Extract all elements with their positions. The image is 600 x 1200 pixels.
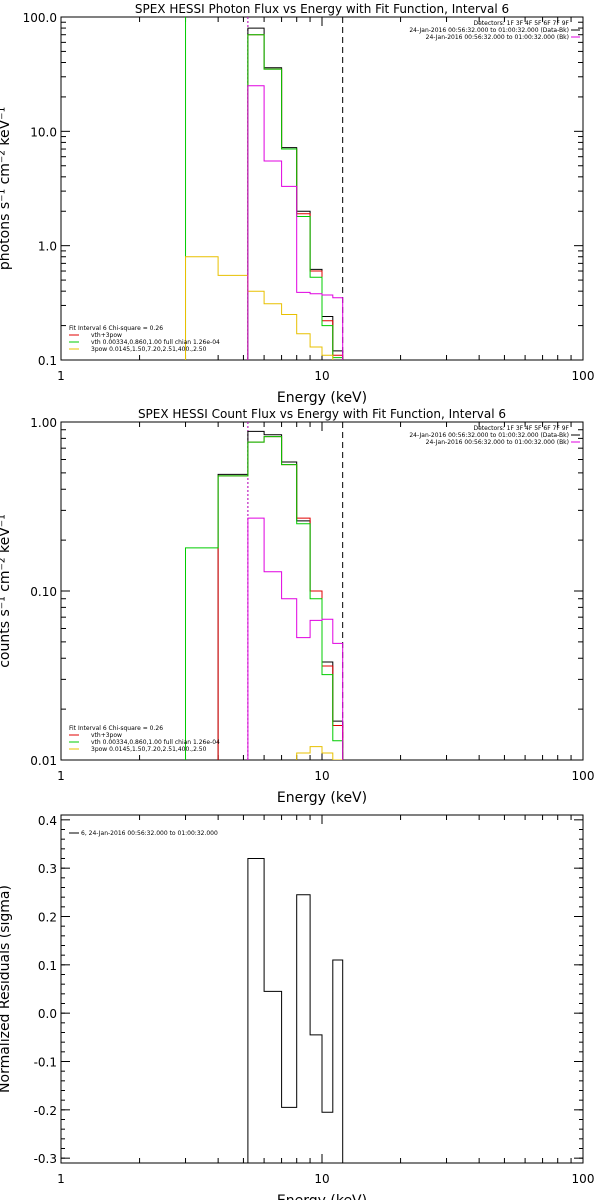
legend-bottom-left-text: vth 0.00334,0.860,1.00 full chian 1.26e-… [91,739,220,746]
legend-top-right-text: 24-Jan-2016 00:56:32.000 to 01:00:32.000… [426,439,569,446]
y-tick-label: -0.3 [34,1152,57,1166]
legend-bottom-left-text: Fit Interval 6 Chi-square = 0.26 [69,325,163,332]
series-line-1 [217,436,344,760]
series-line-0 [217,430,344,760]
x-tick-label: 1 [57,1172,65,1186]
y-tick-label: 0.1 [38,354,57,368]
x-axis-label: Energy (keV) [277,1193,367,1200]
x-tick-label: 100 [572,369,595,383]
x-tick-label: 100 [572,769,595,783]
legend-top-right-text: Detectors: 1F 3F 4F 5F 6F 7F 9F [473,20,569,27]
x-tick-label: 10 [314,369,329,383]
legend-bottom-left-text: 3pow 0.0145,1.50,7.20,2.51,400.,2.50 [91,346,207,353]
y-tick-label: -0.2 [34,1104,57,1118]
x-tick-label: 100 [572,1172,595,1186]
y-tick-label: 0.1 [38,959,57,973]
x-axis-label: Energy (keV) [277,790,367,806]
y-tick-label: 0.0 [38,1007,57,1021]
legend-top-right-text: Detectors: 1F 3F 4F 5F 6F 7F 9F [473,425,569,432]
y-axis-label: photons s⁻¹ cm⁻² keV⁻¹ [0,107,13,270]
series-line-0 [247,858,344,1163]
x-axis-label: Energy (keV) [277,390,367,406]
y-tick-label: 1.00 [30,416,57,430]
x-tick-label: 10 [314,1172,329,1186]
legend-top-right-text: 24-Jan-2016 00:56:32.000 to 01:00:32.000… [409,27,569,34]
legend-bottom-left-text: vth+3pow [91,332,122,339]
series-line-2 [185,436,344,760]
legend-top-right-text: 24-Jan-2016 00:56:32.000 to 01:00:32.000… [409,432,569,439]
legend-bottom-left-text: 3pow 0.0145,1.50,7.20,2.51,400.,2.50 [91,746,207,753]
series-line-1 [247,34,344,360]
y-tick-label: 0.4 [38,814,57,828]
legend-bottom-left-text: Fit Interval 6 Chi-square = 0.26 [69,725,163,732]
y-axis-label: Normalized Residuals (sigma) [0,885,13,1093]
chart-title: SPEX HESSI Count Flux vs Energy with Fit… [138,407,506,421]
series-line-4 [247,517,344,760]
y-tick-label: 1.0 [38,240,57,254]
y-tick-label: 10.0 [30,125,57,139]
y-tick-label: 0.3 [38,862,57,876]
chart-title: SPEX HESSI Photon Flux vs Energy with Fi… [135,2,509,16]
legend-top-right-text: 24-Jan-2016 00:56:32.000 to 01:00:32.000… [426,34,569,41]
x-tick-label: 1 [57,769,65,783]
y-tick-label: 0.01 [30,754,57,768]
series-line-0 [247,27,344,360]
legend-bottom-left-text: vth 0.00334,0.860,1.00 full chian 1.26e-… [91,339,220,346]
legend-bottom-left-text: vth+3pow [91,732,122,739]
x-tick-label: 1 [57,369,65,383]
y-tick-label: 0.10 [30,585,57,599]
x-tick-label: 10 [314,769,329,783]
series-line-2 [247,34,344,360]
series-line-4 [247,85,344,360]
y-tick-label: 0.2 [38,911,57,925]
y-axis-label: counts s⁻¹ cm⁻² keV⁻¹ [0,514,13,668]
series-line-3 [185,256,334,360]
y-tick-label: 100.0 [23,11,57,25]
series-line-3 [296,746,343,760]
legend-top-left-text: 6, 24-Jan-2016 00:56:32.000 to 01:00:32.… [81,830,218,837]
y-tick-label: -0.1 [34,1056,57,1070]
